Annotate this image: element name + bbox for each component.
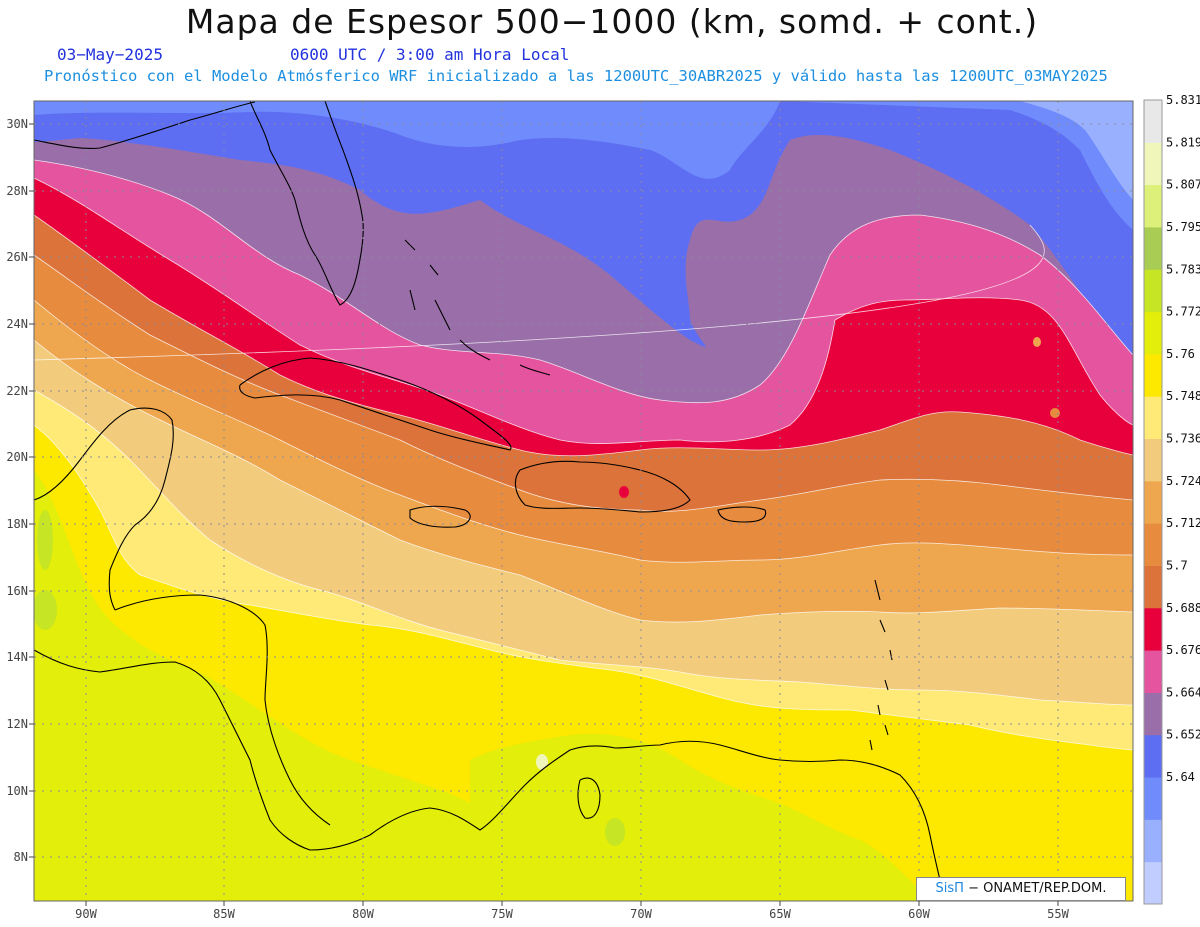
band-5664 (34, 101, 1133, 360)
lat-tick-label: 28N (6, 184, 28, 198)
colorbar-label: 5.783 (1166, 262, 1200, 276)
map-frame (33, 100, 1134, 902)
colorbar-swatch (1144, 100, 1162, 143)
band-5795-patch (34, 590, 57, 630)
lon-tick-label: 55W (1047, 907, 1069, 921)
lon-tick-label: 85W (213, 907, 235, 921)
anomaly-patch (551, 603, 561, 611)
jamaica-coast (409, 505, 471, 528)
colorbar-swatch (1144, 819, 1162, 863)
map-grid (34, 101, 1133, 901)
anomaly-patch (1033, 337, 1041, 347)
colorbar-swatch (1144, 353, 1162, 397)
map-axes: 90W 85W 80W 75W 70W 65W 60W 55W 30N 28N 26N 24N 22N 2… (6, 117, 1069, 921)
forecast-time: 0600 UTC / 3:00 am Hora Local (290, 45, 570, 64)
colorbar-label: 5.76 (1166, 347, 1195, 361)
lon-tick-label: 70W (630, 907, 652, 921)
colorbar-swatch (1144, 861, 1162, 905)
cuba-coast (239, 357, 512, 451)
band-5783-south (470, 733, 920, 901)
yucatan-coast (34, 407, 174, 611)
coastlines (34, 101, 946, 901)
colorbar-swatch (1144, 692, 1162, 736)
colorbar-swatch (1144, 438, 1162, 482)
credit-text: − ONAMET/REP.DOM. (968, 881, 1107, 896)
band-5819-patch (536, 754, 548, 770)
puerto-rico-coast (717, 506, 767, 523)
anomaly-patch (604, 574, 620, 586)
colorbar-label: 5.819 (1166, 135, 1200, 149)
lon-tick-label: 60W (908, 907, 930, 921)
colorbar-swatch (1144, 480, 1162, 524)
colorbar-label: 5.676 (1166, 643, 1200, 657)
lat-tick-label: 16N (6, 584, 28, 598)
bahamas-islands (404, 239, 551, 376)
colorbar-label: 5.748 (1166, 389, 1200, 403)
colorbar-swatch (1144, 565, 1162, 609)
colorbar-swatch (1144, 184, 1162, 228)
colorbar-swatch (1144, 311, 1162, 355)
colorbar-swatch (1144, 650, 1162, 693)
lon-tick-label: 75W (491, 907, 513, 921)
band-5640 (1020, 101, 1133, 200)
lat-tick-label: 12N (6, 717, 28, 731)
colorbar-label: 5.807 (1166, 178, 1200, 192)
colorbar-swatch (1144, 607, 1162, 651)
model-subtitle: Pronóstico con el Modelo Atmósferico WRF… (44, 67, 1108, 85)
lat-tick-label: 20N (6, 450, 28, 464)
colorbar-swatch (1144, 734, 1162, 778)
colorbar-label: 5.736 (1166, 432, 1200, 446)
lat-tick-label: 10N (6, 784, 28, 798)
lat-tick-label: 22N (6, 384, 28, 398)
lat-tick-label: 8N (14, 850, 28, 864)
anomaly-patch (562, 572, 578, 584)
colorbar-label: 5.795 (1166, 220, 1200, 234)
colorbar-label: 5.772 (1166, 305, 1200, 319)
band-5795-patch (605, 818, 625, 846)
lesser-antilles (869, 579, 893, 751)
lat-tick-label: 24N (6, 317, 28, 331)
lat-tick-label: 14N (6, 650, 28, 664)
anomaly-patch (619, 486, 629, 498)
credit-brand: SisΠ (935, 881, 964, 896)
colorbar-label: 5.664 (1166, 685, 1200, 699)
colorbar-swatch (1144, 523, 1162, 566)
colorbar-label: 5.724 (1166, 474, 1200, 488)
lat-tick-label: 30N (6, 117, 28, 131)
colorbar-label: 5.712 (1166, 516, 1200, 530)
anomaly-patch (1050, 408, 1060, 418)
band-5783 (34, 470, 580, 901)
forecast-date: 03−May−2025 (57, 45, 163, 64)
maracaibo-lake (577, 777, 601, 819)
colorbar-label: 5.7 (1166, 558, 1188, 572)
lon-tick-label: 90W (75, 907, 97, 921)
colorbar-swatch (1144, 226, 1162, 270)
band-5652 (34, 101, 1133, 230)
south-america-coast (369, 740, 946, 901)
contour-lines (34, 159, 1133, 751)
credit-box: SisΠ − ONAMET/REP.DOM. (916, 877, 1126, 901)
colorbar-swatch (1144, 142, 1162, 186)
lat-tick-label: 26N (6, 250, 28, 264)
colorbar: 5.831 5.819 5.807 5.795 5.783 5.772 5.76 5.748 5… (1143, 93, 1200, 905)
colorbar-swatch (1144, 396, 1162, 440)
map-title: Mapa de Espesor 500−1000 (km, somd. + co… (185, 2, 1039, 41)
lat-tick-label: 18N (6, 517, 28, 531)
thickness-field (34, 101, 1133, 901)
florida-coast (34, 101, 364, 306)
colorbar-label: 5.688 (1166, 601, 1200, 615)
hispaniola-coast (514, 460, 691, 513)
colorbar-label: 5.831 (1166, 93, 1200, 107)
colorbar-swatch (1144, 269, 1162, 313)
colorbar-label: 5.64 (1166, 770, 1195, 784)
colorbar-label: 5.652 (1166, 728, 1200, 742)
colorbar-frame (1143, 99, 1163, 905)
band-5795-patch (37, 510, 53, 570)
colorbar-swatch (1144, 777, 1162, 820)
central-america-coast (34, 594, 371, 851)
lon-tick-label: 65W (769, 907, 791, 921)
lon-tick-label: 80W (352, 907, 374, 921)
